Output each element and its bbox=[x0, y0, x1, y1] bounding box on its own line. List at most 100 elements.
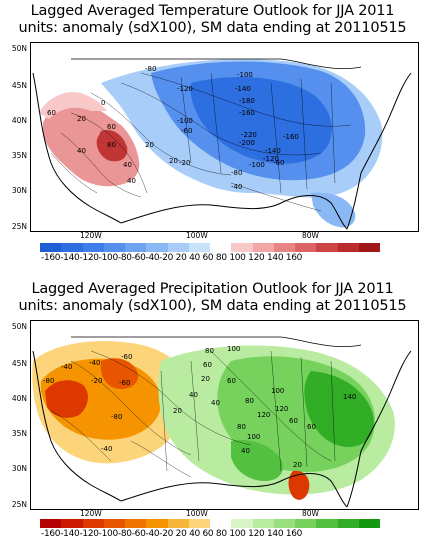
temp-contour-label: -80 bbox=[231, 169, 242, 177]
temp-contour-label: -100 bbox=[177, 117, 193, 125]
precip-contour-label: 60 bbox=[227, 377, 236, 385]
temp-contour-label-group: -80 -100 -120 -140 -180 -160 -100 -60 -2… bbox=[47, 65, 299, 191]
precip-contour-label: -60 bbox=[121, 353, 132, 361]
temp-colorbar-swatch bbox=[167, 243, 189, 252]
temp-lon-100w: 100W bbox=[186, 231, 208, 240]
temp-contour-label: 20 bbox=[77, 115, 86, 123]
temp-contour-label: 60 bbox=[47, 109, 56, 117]
temp-warm-anomaly-region bbox=[43, 102, 140, 187]
precip-contour-label: 100 bbox=[227, 345, 240, 353]
temp-contour-label: -40 bbox=[231, 183, 242, 191]
precip-contour-label: -80 bbox=[43, 377, 54, 385]
precipitation-subtitle: units: anomaly (sdX100), SM data ending … bbox=[18, 298, 407, 314]
precip-contour-label: -20 bbox=[91, 377, 102, 385]
temp-cold-core-region bbox=[190, 77, 332, 164]
temp-colorbar-swatch bbox=[316, 243, 338, 252]
precip-contour-label: 80 bbox=[245, 397, 254, 405]
precip-contour-lines bbox=[50, 350, 336, 478]
precip-contour-label: 60 bbox=[289, 417, 298, 425]
temp-contour-label: -60 bbox=[273, 159, 284, 167]
temp-colorbar-swatch bbox=[231, 243, 253, 252]
temp-lon-120w: 120W bbox=[80, 231, 102, 240]
precipitation-colorbar-labels: -160-140-120-100-80-60-40-20 20 40 60 80… bbox=[41, 529, 303, 539]
precip-lon-100w: 100W bbox=[186, 509, 208, 518]
precip-colorbar-swatch bbox=[295, 519, 317, 528]
precip-colorbar-swatch bbox=[316, 519, 338, 528]
temp-warm-margin-region bbox=[39, 91, 107, 119]
temp-colorbar-swatch bbox=[210, 243, 232, 252]
temp-lat-25n: 25N bbox=[11, 222, 27, 231]
precip-contour-label: 120 bbox=[275, 405, 288, 413]
temp-colorbar-swatch bbox=[273, 243, 295, 252]
precip-contour-label: 100 bbox=[247, 433, 260, 441]
temp-contour-label: -20 bbox=[179, 159, 190, 167]
precip-contour-label: 40 bbox=[189, 391, 198, 399]
precip-colorbar-swatch bbox=[188, 519, 210, 528]
temp-colorbar-swatch bbox=[40, 243, 62, 252]
temp-contour-label: -140 bbox=[235, 85, 251, 93]
temp-contour-label: -80 bbox=[145, 65, 156, 73]
precip-contour-label: -80 bbox=[111, 413, 122, 421]
temp-colorbar-swatch bbox=[252, 243, 274, 252]
temp-lat-40n: 40N bbox=[11, 116, 27, 125]
temp-colorbar-swatch bbox=[146, 243, 168, 252]
temp-contour-label: -100 bbox=[249, 161, 265, 169]
precip-contour-label: 80 bbox=[205, 347, 214, 355]
temp-colorbar-swatch bbox=[61, 243, 83, 252]
precip-contour-label: 20 bbox=[173, 407, 182, 415]
precip-contour-label: 140 bbox=[343, 393, 356, 401]
precip-lon-80w: 80W bbox=[302, 509, 319, 518]
precip-dry-core-region bbox=[45, 380, 88, 418]
precip-lat-25n: 25N bbox=[11, 500, 27, 509]
precip-lat-40n: 40N bbox=[11, 394, 27, 403]
temp-contour-label: 60 bbox=[107, 123, 116, 131]
temp-colorbar-swatch bbox=[103, 243, 125, 252]
precip-colorbar-swatch bbox=[167, 519, 189, 528]
temp-contour-label: -160 bbox=[283, 133, 299, 141]
temp-colorbar-swatch bbox=[295, 243, 317, 252]
precip-colorbar-swatch bbox=[61, 519, 83, 528]
precip-colorbar-swatch bbox=[358, 519, 380, 528]
precip-contour-label: 20 bbox=[293, 461, 302, 469]
precip-contour-label: 120 bbox=[257, 411, 270, 419]
temp-contour-label: 80 bbox=[107, 141, 116, 149]
precip-coastline bbox=[32, 350, 412, 508]
precip-border-north bbox=[71, 336, 362, 348]
temperature-colorbar bbox=[40, 243, 380, 252]
precipitation-map-svg: -60 -40 -80 -40 -20 -60 -80 -40 80 100 6… bbox=[32, 336, 412, 508]
temp-contour-lines bbox=[50, 72, 352, 212]
precip-contour-label: 40 bbox=[211, 399, 220, 407]
precip-lon-120w: 120W bbox=[80, 509, 102, 518]
precip-wet-core-region bbox=[304, 371, 374, 447]
precipitation-title: Lagged Averaged Precipitation Outlook fo… bbox=[31, 281, 394, 297]
temp-contour-label: -160 bbox=[239, 109, 255, 117]
precip-lat-50n: 50N bbox=[11, 322, 27, 331]
temp-colorbar-swatch bbox=[337, 243, 359, 252]
precip-lat-45n: 45N bbox=[11, 359, 27, 368]
temp-colorbar-swatch bbox=[82, 243, 104, 252]
precip-colorbar-swatch bbox=[337, 519, 359, 528]
temp-colorbar-swatch bbox=[125, 243, 147, 252]
precip-contour-label: -40 bbox=[101, 445, 112, 453]
precipitation-colorbar bbox=[40, 519, 380, 528]
precip-colorbar-swatch bbox=[40, 519, 62, 528]
temp-warm-core-region bbox=[96, 129, 128, 162]
precip-contour-label: 20 bbox=[201, 375, 210, 383]
precip-contour-label: -60 bbox=[119, 379, 130, 387]
precip-colorbar-swatch bbox=[231, 519, 253, 528]
temp-coastline bbox=[32, 72, 412, 230]
temp-cold-gulf-region bbox=[311, 192, 356, 228]
precip-dry-florida-region bbox=[288, 470, 310, 500]
precip-colorbar-swatch bbox=[82, 519, 104, 528]
temp-colorbar-swatch bbox=[358, 243, 380, 252]
temp-lat-35n: 35N bbox=[11, 151, 27, 160]
temp-contour-label: -120 bbox=[177, 85, 193, 93]
temp-contour-label: -220 bbox=[241, 131, 257, 139]
precip-contour-label-group: -60 -40 -80 -40 -20 -60 -80 -40 80 100 6… bbox=[43, 345, 356, 469]
precip-contour-label: -40 bbox=[61, 363, 72, 371]
temp-contour-label: -200 bbox=[239, 139, 255, 147]
precip-lat-30n: 30N bbox=[11, 464, 27, 473]
precip-contour-label: -40 bbox=[89, 359, 100, 367]
temp-colorbar-swatch bbox=[188, 243, 210, 252]
precip-contour-label: 80 bbox=[237, 423, 246, 431]
